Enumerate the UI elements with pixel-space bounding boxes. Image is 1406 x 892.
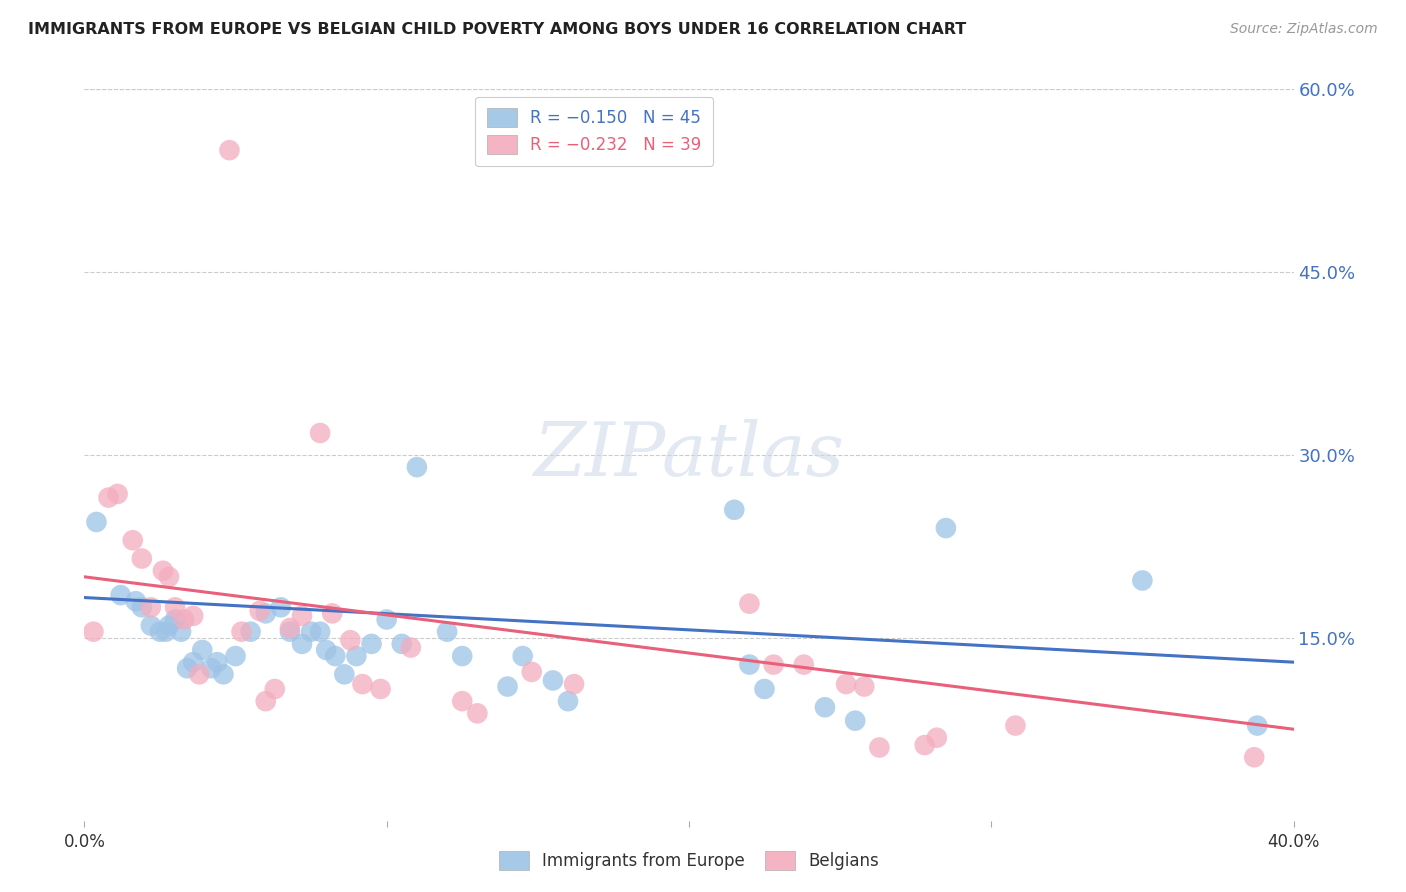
Point bbox=[738, 597, 761, 611]
Point bbox=[225, 649, 247, 664]
Point bbox=[270, 600, 292, 615]
Point bbox=[360, 637, 382, 651]
Point bbox=[391, 637, 413, 651]
Point bbox=[218, 143, 240, 157]
Point bbox=[82, 624, 104, 639]
Point bbox=[844, 714, 866, 728]
Text: ZIPatlas: ZIPatlas bbox=[533, 418, 845, 491]
Point bbox=[200, 661, 222, 675]
Point bbox=[278, 621, 301, 635]
Point bbox=[451, 694, 474, 708]
Point bbox=[375, 613, 398, 627]
Point bbox=[914, 738, 936, 752]
Point bbox=[868, 740, 890, 755]
Point bbox=[723, 503, 745, 517]
Point bbox=[176, 661, 198, 675]
Point bbox=[110, 588, 132, 602]
Point bbox=[152, 564, 174, 578]
Point bbox=[814, 700, 837, 714]
Point bbox=[125, 594, 148, 608]
Point bbox=[131, 600, 153, 615]
Point bbox=[541, 673, 564, 688]
Point bbox=[97, 491, 120, 505]
Point bbox=[170, 624, 193, 639]
Point bbox=[131, 551, 153, 566]
Point bbox=[165, 613, 187, 627]
Point bbox=[406, 460, 429, 475]
Point bbox=[86, 515, 108, 529]
Point bbox=[188, 667, 211, 681]
Point bbox=[323, 649, 346, 664]
Point bbox=[436, 624, 458, 639]
Point bbox=[181, 655, 204, 669]
Point bbox=[309, 624, 332, 639]
Point bbox=[754, 681, 776, 696]
Point bbox=[315, 643, 337, 657]
Point bbox=[339, 633, 361, 648]
Point bbox=[157, 618, 180, 632]
Legend: Immigrants from Europe, Belgians: Immigrants from Europe, Belgians bbox=[491, 842, 887, 878]
Text: Source: ZipAtlas.com: Source: ZipAtlas.com bbox=[1230, 22, 1378, 37]
Point bbox=[1130, 574, 1153, 588]
Point bbox=[835, 677, 858, 691]
Point bbox=[520, 665, 543, 679]
Point bbox=[249, 604, 271, 618]
Point bbox=[155, 624, 177, 639]
Point bbox=[467, 706, 489, 721]
Point bbox=[107, 487, 129, 501]
Point bbox=[935, 521, 957, 535]
Point bbox=[1243, 750, 1265, 764]
Point bbox=[278, 624, 301, 639]
Point bbox=[738, 657, 761, 672]
Point bbox=[1246, 718, 1268, 732]
Point bbox=[352, 677, 374, 691]
Point bbox=[157, 570, 180, 584]
Point bbox=[139, 600, 162, 615]
Point bbox=[207, 655, 229, 669]
Point bbox=[263, 681, 285, 696]
Point bbox=[239, 624, 262, 639]
Point bbox=[254, 694, 277, 708]
Point bbox=[925, 731, 948, 745]
Point bbox=[853, 680, 876, 694]
Point bbox=[181, 608, 204, 623]
Point bbox=[212, 667, 235, 681]
Point bbox=[399, 640, 422, 655]
Point bbox=[309, 425, 332, 440]
Point bbox=[557, 694, 579, 708]
Point bbox=[370, 681, 392, 696]
Point bbox=[793, 657, 815, 672]
Point bbox=[333, 667, 356, 681]
Text: IMMIGRANTS FROM EUROPE VS BELGIAN CHILD POVERTY AMONG BOYS UNDER 16 CORRELATION : IMMIGRANTS FROM EUROPE VS BELGIAN CHILD … bbox=[28, 22, 966, 37]
Point bbox=[496, 680, 519, 694]
Point bbox=[291, 637, 314, 651]
Point bbox=[512, 649, 534, 664]
Point bbox=[1004, 718, 1026, 732]
Point bbox=[346, 649, 368, 664]
Point bbox=[149, 624, 172, 639]
Point bbox=[321, 607, 343, 621]
Point bbox=[291, 608, 314, 623]
Point bbox=[173, 613, 195, 627]
Point bbox=[451, 649, 474, 664]
Point bbox=[254, 607, 277, 621]
Point bbox=[121, 533, 143, 548]
Point bbox=[231, 624, 253, 639]
Point bbox=[165, 600, 187, 615]
Point bbox=[299, 624, 322, 639]
Point bbox=[191, 643, 214, 657]
Point bbox=[762, 657, 785, 672]
Point bbox=[562, 677, 585, 691]
Point bbox=[139, 618, 162, 632]
